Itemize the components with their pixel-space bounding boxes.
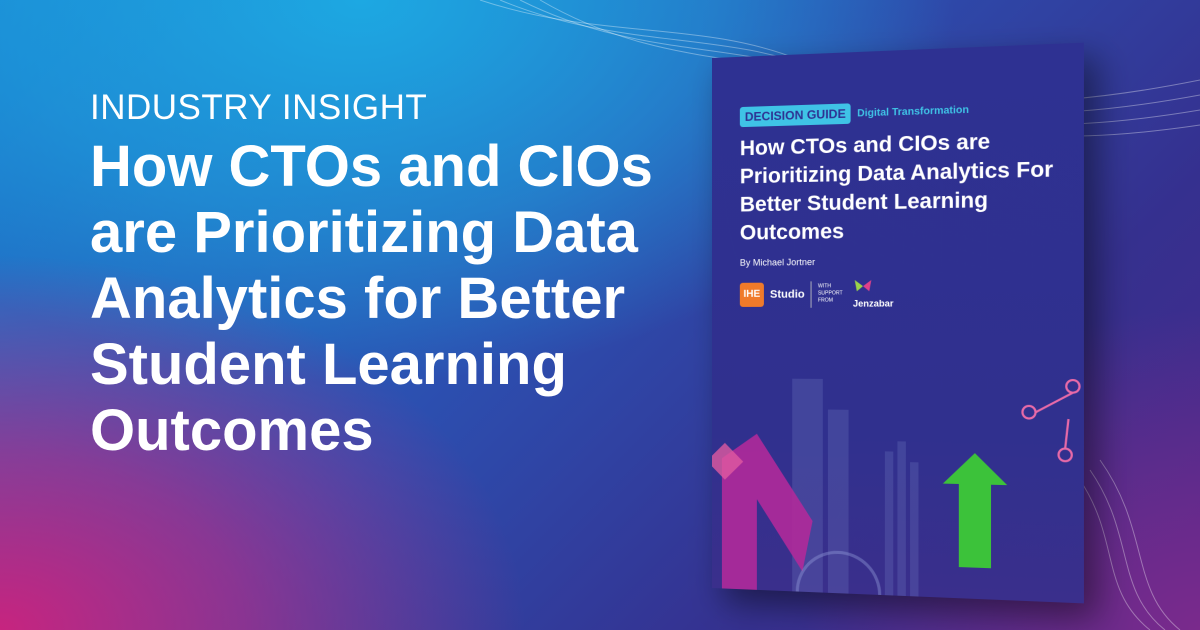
ihe-logo: IHE bbox=[739, 282, 764, 307]
headline-block: INDUSTRY INSIGHT How CTOs and CIOs are P… bbox=[90, 88, 710, 464]
book-title: How CTOs and CIOs are Prioritizing Data … bbox=[739, 129, 1054, 245]
book-tag-row: DECISION GUIDE Digital Transformation bbox=[739, 99, 969, 128]
logo-divider bbox=[810, 280, 812, 308]
jenzabar-logo: Jenzabar bbox=[853, 279, 894, 309]
studio-label: Studio bbox=[769, 288, 805, 301]
support-text: WITH SUPPORT FROM bbox=[817, 283, 843, 304]
book-category: Digital Transformation bbox=[857, 104, 969, 119]
jenzabar-label: Jenzabar bbox=[852, 298, 894, 309]
eyebrow-label: INDUSTRY INSIGHT bbox=[90, 88, 428, 127]
headline: How CTOs and CIOs are Prioritizing Data … bbox=[90, 134, 653, 463]
book-logos: IHE Studio WITH SUPPORT FROM Jenzabar bbox=[739, 279, 894, 309]
book-author: By Michael Jortner bbox=[739, 256, 816, 268]
butterfly-icon bbox=[854, 279, 872, 292]
decision-guide-badge: DECISION GUIDE bbox=[739, 103, 851, 128]
book-cover: DECISION GUIDE Digital Transformation Ho… bbox=[712, 42, 1084, 604]
cover-illustration bbox=[712, 348, 1084, 603]
